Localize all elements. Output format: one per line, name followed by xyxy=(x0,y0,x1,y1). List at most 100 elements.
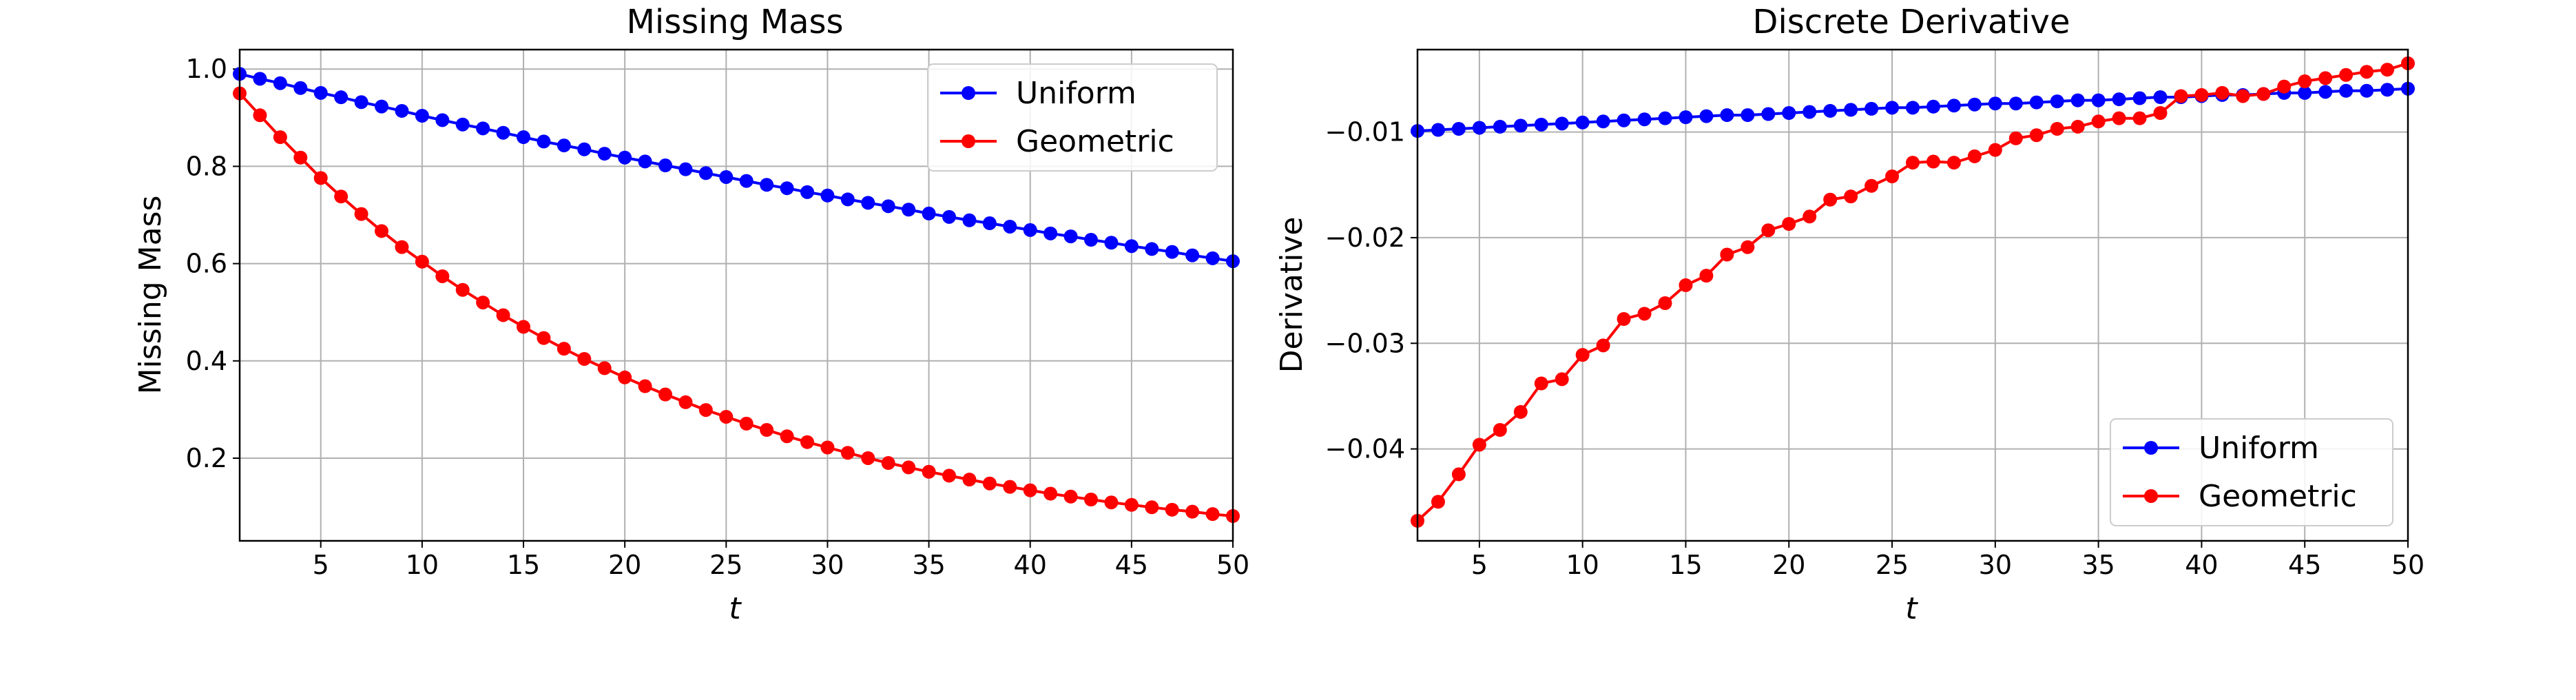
data-point-geometric xyxy=(415,254,429,269)
plot-area-discrete-derivative: 5 10 15 20 25 30 35 40 45 50 −0.04 −0.03 −0.02 −0.01 U… xyxy=(1325,48,2424,580)
data-point-uniform xyxy=(273,76,287,90)
data-point-geometric xyxy=(2215,85,2230,100)
data-point-uniform xyxy=(1513,119,1528,133)
axes-frame xyxy=(1416,48,2409,542)
legend-box xyxy=(927,63,1218,172)
data-point-uniform xyxy=(881,199,895,214)
x-tick-label: 45 xyxy=(1115,550,1148,580)
y-tick-label: −0.03 xyxy=(1325,328,1405,358)
data-point-uniform xyxy=(820,188,835,203)
data-point-geometric xyxy=(395,240,409,254)
data-point-geometric xyxy=(1145,500,1159,515)
legend-label-geometric: Geometric xyxy=(1016,124,1174,159)
data-point-uniform xyxy=(2029,95,2044,110)
data-point-uniform xyxy=(1185,248,1200,262)
x-tick-label: 30 xyxy=(811,550,844,580)
legend-marker-uniform xyxy=(2144,441,2158,455)
y-tick-label: −0.01 xyxy=(1325,117,1405,147)
data-point-geometric xyxy=(2194,88,2209,102)
data-point-geometric xyxy=(2360,65,2374,79)
data-point-uniform xyxy=(293,81,308,95)
data-point-uniform xyxy=(2298,85,2312,100)
data-point-geometric xyxy=(1885,169,1900,183)
data-point-geometric xyxy=(1699,269,1714,283)
data-point-uniform xyxy=(1741,108,1755,123)
data-point-uniform xyxy=(1617,113,1631,127)
data-point-geometric xyxy=(820,440,835,455)
plot-area-missing-mass: 5 10 15 20 25 30 35 40 45 50 0.2 0.4 0.6 0.8 1.0 Unifor… xyxy=(186,48,1249,580)
data-point-uniform xyxy=(618,150,632,165)
data-point-geometric xyxy=(1803,209,1817,224)
x-tick-label: 15 xyxy=(1669,550,1702,580)
data-point-geometric xyxy=(1555,372,1569,387)
data-point-geometric xyxy=(435,269,450,283)
data-point-geometric xyxy=(354,207,368,221)
data-point-geometric xyxy=(2318,71,2333,85)
data-point-uniform xyxy=(2318,85,2333,99)
data-point-geometric xyxy=(1720,247,1734,262)
data-point-uniform xyxy=(1431,123,1445,137)
data-point-uniform xyxy=(2153,90,2168,104)
data-point-geometric xyxy=(537,331,551,345)
data-point-uniform xyxy=(1926,99,1940,114)
data-point-uniform xyxy=(1493,119,1507,134)
data-point-geometric xyxy=(1637,307,1652,321)
x-tick-label: 35 xyxy=(912,550,945,580)
data-point-geometric xyxy=(1104,495,1119,510)
x-tick-label: 35 xyxy=(2081,550,2115,580)
data-point-geometric xyxy=(1658,296,1672,310)
data-point-uniform xyxy=(1906,101,1920,115)
data-point-geometric xyxy=(2174,89,2188,103)
data-point-geometric xyxy=(2132,111,2147,125)
data-point-uniform xyxy=(962,213,977,227)
data-point-geometric xyxy=(1988,143,2002,157)
data-point-uniform xyxy=(1063,229,1078,244)
data-point-geometric xyxy=(1431,495,1445,509)
data-point-geometric xyxy=(1084,492,1098,506)
data-point-uniform xyxy=(1165,245,1179,259)
data-point-uniform xyxy=(2380,83,2395,97)
data-point-uniform xyxy=(942,209,956,224)
data-point-geometric xyxy=(658,387,672,402)
data-point-uniform xyxy=(2091,93,2106,107)
x-tick-label: 30 xyxy=(1979,550,2012,580)
data-point-uniform xyxy=(760,178,774,192)
data-point-uniform xyxy=(638,154,652,169)
data-point-uniform xyxy=(1988,96,2002,111)
data-point-geometric xyxy=(517,320,530,334)
data-point-uniform xyxy=(496,125,510,140)
x-tick-label: 40 xyxy=(1014,550,1047,580)
data-point-geometric xyxy=(1205,507,1220,522)
data-point-geometric xyxy=(1513,404,1528,419)
data-point-uniform xyxy=(253,72,267,86)
x-axis-label: t xyxy=(1905,591,1918,626)
data-point-uniform xyxy=(435,113,450,127)
data-point-uniform xyxy=(1534,117,1548,132)
data-point-uniform xyxy=(395,103,409,118)
data-point-geometric xyxy=(2256,87,2271,101)
data-point-uniform xyxy=(2008,96,2023,111)
data-point-geometric xyxy=(2339,68,2354,82)
data-point-uniform xyxy=(334,90,349,105)
x-tick-label: 10 xyxy=(1566,550,1599,580)
x-tick-label: 5 xyxy=(1471,550,1488,580)
data-point-uniform xyxy=(780,181,794,196)
y-axis-label: Derivative xyxy=(1274,217,1309,373)
data-point-geometric xyxy=(881,456,895,471)
legend-marker-geometric xyxy=(962,134,975,148)
data-point-geometric xyxy=(1679,278,1693,292)
x-tick-label: 45 xyxy=(2288,550,2321,580)
data-point-geometric xyxy=(962,473,977,487)
data-point-geometric xyxy=(1493,423,1507,437)
data-point-uniform xyxy=(678,162,693,176)
data-point-uniform xyxy=(1555,116,1569,131)
data-point-uniform xyxy=(476,121,490,136)
y-tick-label: −0.04 xyxy=(1325,434,1405,464)
data-point-uniform xyxy=(1761,107,1776,121)
data-point-geometric xyxy=(1596,338,1610,353)
data-point-geometric xyxy=(760,423,774,438)
data-point-uniform xyxy=(658,158,672,173)
data-point-geometric xyxy=(597,361,612,375)
data-point-geometric xyxy=(334,189,349,204)
